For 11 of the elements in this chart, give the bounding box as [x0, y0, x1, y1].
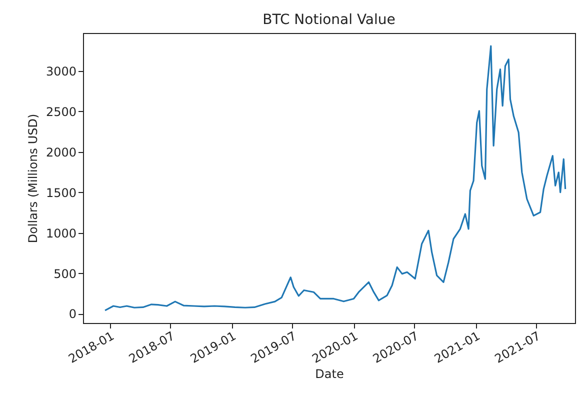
y-tick-label: 2000	[46, 145, 76, 160]
chart-title: BTC Notional Value	[262, 12, 396, 28]
line-series	[104, 45, 566, 312]
y-tick-label: 500	[54, 266, 76, 281]
y-axis-title: Dollars (Millions USD)	[26, 114, 40, 244]
y-tick-label: 1500	[46, 186, 76, 200]
y-tick-label: 2500	[46, 104, 76, 119]
y-tick-label: 1000	[46, 226, 76, 240]
y-tick-label: 0	[68, 307, 76, 322]
y-tick-label: 3000	[46, 64, 76, 79]
x-axis-title: Date	[315, 367, 344, 382]
